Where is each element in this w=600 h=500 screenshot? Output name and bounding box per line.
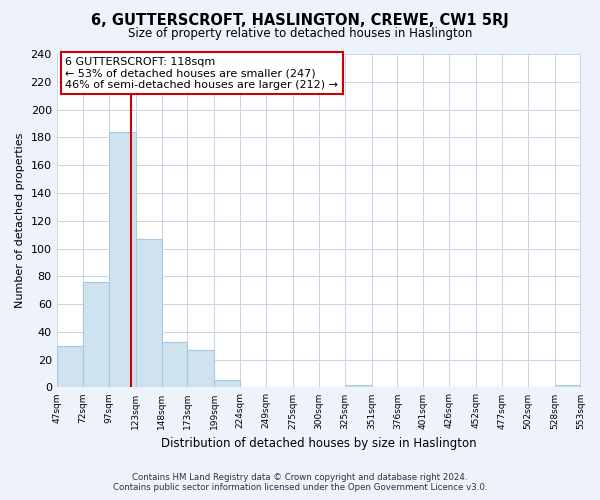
Y-axis label: Number of detached properties: Number of detached properties	[15, 133, 25, 308]
Bar	[554, 384, 580, 388]
Bar	[214, 380, 240, 388]
Bar	[109, 132, 136, 388]
Bar	[57, 346, 83, 388]
Text: Size of property relative to detached houses in Haslington: Size of property relative to detached ho…	[128, 28, 472, 40]
Bar	[344, 384, 371, 388]
Bar	[83, 282, 109, 388]
Text: 6 GUTTERSCROFT: 118sqm
← 53% of detached houses are smaller (247)
46% of semi-de: 6 GUTTERSCROFT: 118sqm ← 53% of detached…	[65, 57, 338, 90]
Bar	[161, 342, 187, 388]
X-axis label: Distribution of detached houses by size in Haslington: Distribution of detached houses by size …	[161, 437, 476, 450]
Text: Contains HM Land Registry data © Crown copyright and database right 2024.
Contai: Contains HM Land Registry data © Crown c…	[113, 473, 487, 492]
Text: 6, GUTTERSCROFT, HASLINGTON, CREWE, CW1 5RJ: 6, GUTTERSCROFT, HASLINGTON, CREWE, CW1 …	[91, 12, 509, 28]
Bar	[136, 239, 161, 388]
Bar	[187, 350, 214, 388]
